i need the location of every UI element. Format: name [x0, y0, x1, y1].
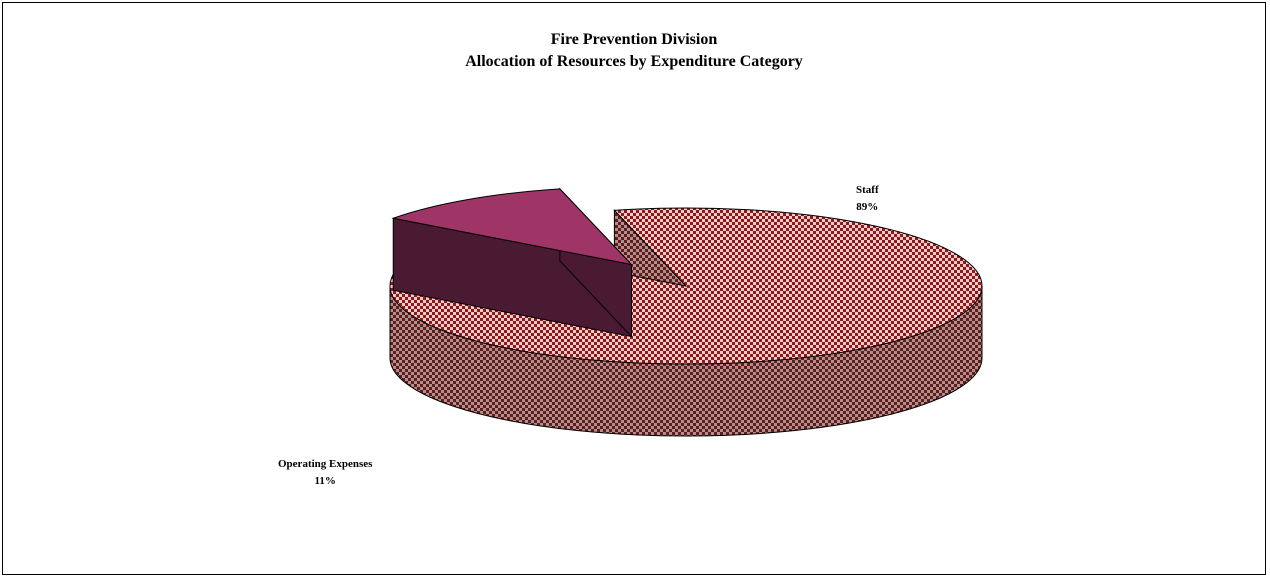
- data-label-staff-percent: 89%: [856, 201, 879, 213]
- chart-title-line-2: Allocation of Resources by Expenditure C…: [465, 53, 803, 70]
- pie-plot: [389, 187, 983, 437]
- chart-title-line-1: Fire Prevention Division: [550, 31, 718, 48]
- data-label-staff-category: Staff: [856, 184, 879, 196]
- data-label-staff: Staff 89%: [856, 182, 879, 216]
- operating-expenses-slice-top: [391, 188, 633, 266]
- data-label-operating-expenses-percent: 11%: [314, 475, 336, 487]
- chart-title: Fire Prevention Division Allocation of R…: [3, 29, 1265, 73]
- staff-slice-top: [389, 207, 983, 365]
- data-label-operating-expenses-category: Operating Expenses: [278, 458, 373, 470]
- data-label-operating-expenses: Operating Expenses 11%: [278, 456, 372, 490]
